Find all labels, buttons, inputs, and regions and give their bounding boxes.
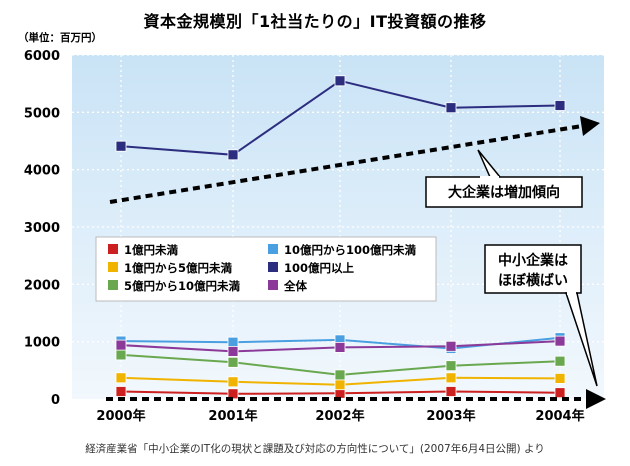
chart-title: 資本金規模別「1社当たりの」IT投資額の推移: [143, 12, 487, 31]
y-tick-label: 4000: [24, 164, 60, 179]
legend-box: [95, 236, 437, 302]
source-note: 経済産業省「中小企業のIT化の現状と課題及び対応の方向性について」(2007年6…: [85, 443, 545, 455]
data-point: [334, 341, 346, 353]
data-point: [115, 339, 127, 351]
data-point: [554, 335, 566, 347]
callout-text-large: 大企業は増加傾向: [448, 184, 560, 201]
callout-text-small-line1: 中小企業は: [498, 252, 568, 269]
flat-trend-arrowhead: [586, 389, 606, 409]
legend-label: 1億円未満: [124, 243, 179, 257]
y-axis-unit-label: （単位：百万円）: [18, 32, 102, 44]
callout-box-small: [484, 244, 582, 294]
data-point: [227, 336, 239, 348]
data-point: [554, 387, 566, 399]
callout-pointer-join: [567, 291, 576, 295]
y-tick-label: 1000: [24, 336, 60, 351]
callout-pointer-join: [480, 176, 499, 179]
legend-swatch: [268, 262, 278, 272]
legend-label: 10億円から100億円未満: [284, 243, 417, 257]
legend-swatch: [108, 280, 118, 290]
data-point: [115, 349, 127, 361]
rising-trend-arrowhead: [580, 116, 600, 136]
y-tick-label: 2000: [24, 278, 60, 293]
data-point: [115, 372, 127, 384]
data-point: [554, 100, 566, 111]
x-tick-label: 2003年: [426, 408, 475, 424]
y-tick-label: 3000: [24, 221, 60, 236]
data-point: [227, 345, 239, 357]
legend-swatch: [108, 262, 118, 272]
legend-label: 100億円以上: [284, 261, 355, 275]
x-tick-label: 2004年: [535, 408, 584, 424]
data-point: [445, 360, 457, 372]
legend-label: 5億円から10億円未満: [124, 279, 241, 293]
data-point: [115, 140, 127, 152]
data-point: [445, 340, 457, 352]
y-tick-label: 6000: [24, 49, 60, 64]
y-tick-label: 0: [51, 393, 60, 408]
data-point: [227, 376, 239, 388]
callout-text-small-line2: ほぼ横ばい: [498, 272, 568, 289]
data-point: [115, 386, 127, 397]
legend-swatch: [268, 244, 278, 254]
callout-box-large: [425, 176, 583, 208]
data-point: [227, 356, 239, 368]
legend-label: 全体: [283, 279, 307, 293]
data-point: [227, 149, 239, 161]
axis-ticks: 0 1000 2000 3000 4000 5000 6000 2000年 2001年 2002年…: [24, 49, 585, 424]
x-tick-label: 2002年: [315, 408, 364, 424]
x-tick-label: 2000年: [96, 408, 145, 424]
legend-label: 1億円から5億円未満: [124, 261, 233, 275]
legend-swatch: [108, 244, 118, 254]
y-tick-label: 5000: [24, 106, 60, 121]
legend: 1億円未満 10億円から100億円未満 1億円から5億円未満 100億円以上 5億円から…: [95, 236, 437, 302]
rising-trend-arrow: [109, 124, 583, 204]
data-point: [554, 372, 566, 384]
data-point: [445, 372, 457, 384]
x-tick-label: 2001年: [208, 408, 257, 424]
data-point: [334, 379, 346, 391]
data-point: [554, 355, 566, 367]
series-lines: [115, 75, 566, 400]
data-point: [445, 102, 457, 114]
data-point: [334, 369, 346, 381]
data-point: [334, 75, 346, 87]
data-point: [445, 386, 457, 397]
legend-swatch: [268, 280, 278, 290]
